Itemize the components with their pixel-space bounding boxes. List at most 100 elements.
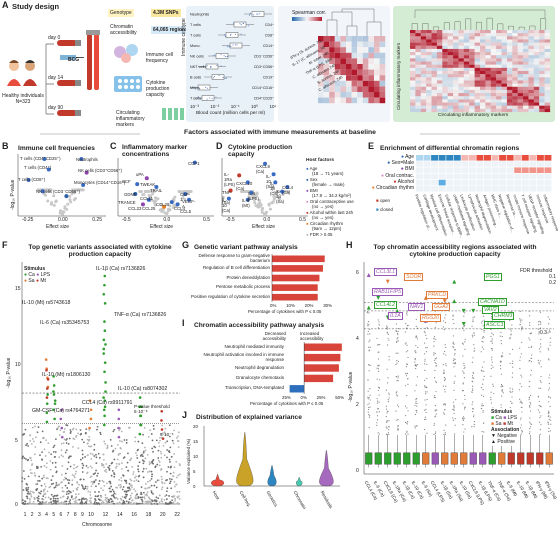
outlier-point	[500, 368, 502, 370]
snp-point	[121, 467, 123, 470]
outlier-point	[415, 352, 417, 354]
snp-point-sig	[52, 390, 55, 393]
snp-point	[54, 461, 57, 464]
snp-point	[81, 453, 84, 456]
outlier-point	[501, 390, 503, 392]
outlier-point	[491, 342, 493, 344]
snp-point	[171, 439, 174, 442]
volcano-point	[274, 195, 278, 199]
snp-point	[37, 480, 39, 482]
timeline-bracket	[45, 43, 54, 115]
outlier-point	[369, 394, 371, 396]
snp-point	[121, 488, 124, 491]
snp-point	[137, 475, 140, 478]
outlier-point	[414, 390, 416, 392]
snp-point	[30, 459, 33, 462]
outlier-point	[509, 390, 511, 392]
heatmap-cell	[323, 36, 330, 42]
snp-point	[125, 439, 128, 441]
heatmap-cell	[533, 39, 540, 43]
outlier-point	[539, 351, 541, 353]
enrichment-cell	[544, 173, 552, 180]
snp-point	[118, 462, 121, 465]
outlier-point	[395, 392, 397, 394]
outlier-point	[435, 390, 437, 393]
heatmap-cell	[506, 80, 513, 84]
snp-point	[75, 487, 78, 490]
heatmap-cell	[447, 36, 454, 40]
outlier-point	[416, 402, 418, 405]
heatmap-cell	[463, 48, 470, 53]
heatmap-cell	[357, 80, 363, 87]
outlier-point	[397, 330, 399, 333]
host-factors-legend: ● Age (18 → 71 years) ● Sex (female → male…	[306, 166, 370, 237]
outlier-point	[396, 360, 398, 362]
outlier-point	[528, 337, 530, 339]
heatmap-cell	[410, 102, 416, 106]
heatmap-cell	[539, 61, 545, 65]
outlier-point	[367, 333, 369, 335]
gene-label: VAV2	[482, 305, 499, 314]
outlier-point	[385, 408, 388, 410]
heatmap-cell	[431, 61, 438, 65]
heatmap-cell	[501, 80, 508, 84]
heatmap-cell	[485, 96, 491, 100]
snp-point-sig	[103, 405, 107, 409]
heatmap-cell	[544, 102, 551, 106]
snp-point	[105, 500, 108, 502]
outlier-point	[426, 363, 428, 366]
heatmap-cell	[528, 99, 534, 103]
snp-point	[159, 439, 161, 442]
heatmap-cell	[523, 58, 529, 62]
gene-label: ASCC3	[484, 320, 506, 329]
outlier-point	[538, 361, 540, 364]
heatmap-cell	[523, 45, 529, 50]
dendrogram-branch	[422, 23, 429, 30]
snp-point	[62, 501, 65, 504]
heatmap-cell	[368, 80, 374, 87]
volcano-point	[70, 192, 74, 196]
heatmap-cell	[362, 97, 369, 104]
outlier-point	[462, 389, 464, 392]
heatmap-cell	[334, 69, 341, 76]
heatmap-cell	[496, 96, 502, 100]
panel-g-label: G	[182, 240, 190, 250]
heatmap-cell	[420, 55, 427, 59]
enrichment-cell	[544, 155, 552, 161]
snp-point-sig	[89, 417, 93, 421]
box-point	[220, 54, 222, 56]
outlier-point	[482, 325, 484, 327]
snp-point	[178, 490, 181, 493]
snp-point	[104, 498, 107, 501]
snp-point	[40, 465, 43, 468]
snp-point	[71, 495, 73, 497]
outlier-point	[433, 424, 435, 427]
volcano-point	[255, 191, 259, 195]
fdr-value: 0.2	[549, 280, 556, 286]
outlier-point	[481, 328, 483, 331]
outlier-point	[405, 323, 407, 325]
snp-point	[91, 453, 94, 456]
heatmap-cell	[431, 102, 438, 106]
heatmap-cell	[442, 83, 448, 87]
heatmap-cell	[523, 30, 529, 34]
snp-point	[145, 493, 148, 495]
outlier-point	[510, 330, 512, 332]
snp-point-sig	[46, 387, 49, 390]
volcano-point	[156, 197, 160, 201]
annotation: TNF-α (Sa)	[222, 190, 232, 205]
enrichment-cell	[476, 155, 484, 161]
snp-point-sig	[117, 435, 121, 439]
heatmap-cell	[463, 108, 470, 113]
volcano-point	[264, 210, 268, 214]
heatmap-cell	[469, 61, 475, 65]
snp-point	[109, 438, 112, 441]
outlier-point	[424, 342, 426, 344]
heatmap-cell	[415, 99, 421, 103]
outlier-point	[520, 433, 522, 435]
snp-point	[142, 491, 145, 494]
outlier-point	[453, 366, 455, 368]
snp-point	[58, 456, 61, 459]
outlier-point	[529, 339, 531, 341]
outlier-point	[376, 344, 379, 346]
